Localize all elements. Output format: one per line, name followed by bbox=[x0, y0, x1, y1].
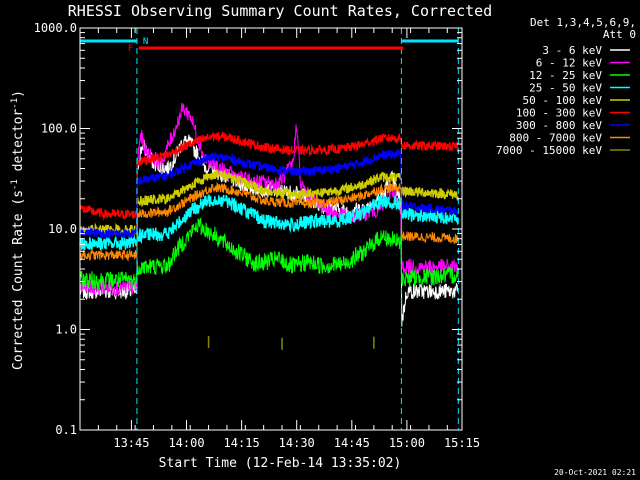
y-tick-label: 100.0 bbox=[41, 122, 77, 136]
y-axis-label-sup2: -1 bbox=[10, 98, 20, 109]
night-marker-label: N bbox=[143, 37, 148, 47]
flare-bar: F bbox=[128, 44, 404, 54]
series-line-2 bbox=[79, 217, 459, 290]
series-layer bbox=[79, 102, 459, 327]
x-tick-label: 15:15 bbox=[444, 436, 480, 450]
series-line-5 bbox=[79, 130, 459, 221]
legend-label-2: 12 - 25 keV bbox=[529, 69, 602, 82]
x-tick-label: 14:30 bbox=[279, 436, 315, 450]
legend-header-line1: Det 1,3,4,5,6,9, bbox=[530, 16, 636, 29]
x-axis-label: Start Time (12-Feb-14 13:35:02) bbox=[159, 456, 402, 471]
footer-timestamp: 20-Oct-2021 02:21 bbox=[554, 468, 636, 477]
boundary-lines bbox=[79, 28, 459, 430]
x-tick-label: 14:15 bbox=[224, 436, 260, 450]
y-axis-label-sup1: -1 bbox=[10, 179, 20, 190]
x-tick-label: 15:00 bbox=[389, 436, 425, 450]
legend-label-6: 300 - 800 keV bbox=[516, 119, 602, 132]
legend-header-line2: Att 0 bbox=[603, 28, 636, 41]
x-tick-label: 14:45 bbox=[334, 436, 370, 450]
y-axis-label-end: ) bbox=[11, 90, 26, 98]
flare-marker-label: F bbox=[128, 44, 133, 54]
legend-label-5: 100 - 300 keV bbox=[516, 107, 602, 120]
legend-label-3: 25 - 50 keV bbox=[529, 82, 602, 95]
y-axis-label: Corrected Count Rate (s-1 detector-1) bbox=[10, 90, 26, 370]
series-line-7 bbox=[79, 181, 459, 262]
y-axis-label-main: Corrected Count Rate (s bbox=[11, 190, 26, 370]
legend-label-0: 3 - 6 keV bbox=[542, 44, 602, 57]
legend-label-8: 7000 - 15000 keV bbox=[496, 144, 602, 157]
y-tick-label: 1000.0 bbox=[34, 21, 77, 35]
chart-title: RHESSI Observing Summary Count Rates, Co… bbox=[68, 2, 492, 20]
y-axis-label-mid: detector bbox=[11, 109, 26, 180]
legend-label-1: 6 - 12 keV bbox=[536, 57, 603, 70]
y-tick-label: 10.0 bbox=[48, 222, 77, 236]
y-tick-label: 0.1 bbox=[55, 423, 77, 437]
legend-label-7: 800 - 7000 keV bbox=[509, 132, 602, 145]
x-tick-label: 14:00 bbox=[168, 436, 204, 450]
y-axis: 1000.0 100.0 10.0 1.0 0.1 bbox=[34, 21, 462, 437]
night-bars: N bbox=[80, 37, 459, 47]
x-axis: 13:45 14:00 14:15 14:30 14:45 15:00 15:15 bbox=[97, 28, 480, 450]
series-line-4 bbox=[79, 168, 459, 237]
y-tick-label: 1.0 bbox=[55, 323, 77, 337]
series-line-6 bbox=[79, 148, 459, 240]
legend-label-4: 50 - 100 keV bbox=[523, 94, 603, 107]
series-line-3 bbox=[79, 193, 459, 251]
attenuator-ticks bbox=[207, 336, 375, 350]
x-tick-label: 13:45 bbox=[113, 436, 149, 450]
